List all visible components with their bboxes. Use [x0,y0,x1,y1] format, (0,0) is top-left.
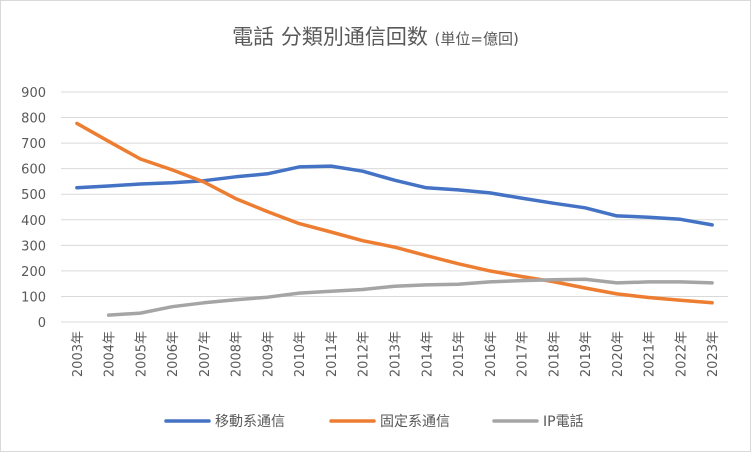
legend-label: 移動系通信 [215,414,285,430]
chart-title-main: 電話 分類別通信回数 [232,25,428,49]
x-tick-label: 2017年 [516,331,531,377]
x-tick-label: 2011年 [325,331,340,377]
x-tick-label: 2005年 [134,331,149,377]
y-tick-label: 100 [21,290,46,305]
x-tick-label: 2003年 [71,331,86,377]
y-tick-label: 300 [21,239,46,254]
series-line-2 [75,121,714,305]
x-tick-label: 2018年 [547,331,562,377]
x-tick-label: 2009年 [261,331,276,377]
x-tick-label: 2012年 [357,331,372,377]
series-line-3 [106,277,714,317]
x-tick-label: 2019年 [579,331,594,377]
x-tick-label: 2023年 [706,331,721,377]
y-tick-label: 400 [21,214,46,229]
y-tick-label: 700 [21,137,46,152]
series-lines [75,121,714,317]
legend-label: IP電話 [543,413,584,430]
x-tick-label: 2004年 [103,331,118,377]
x-tick-label: 2014年 [420,331,435,377]
y-tick-label: 0 [38,316,46,331]
y-tick-label: 500 [21,188,46,203]
legend-label: 固定系通信 [380,414,450,430]
x-tick-label: 2013年 [389,331,404,377]
y-tick-label: 900 [21,86,46,101]
x-tick-label: 2010年 [293,331,308,377]
y-tick-label: 600 [21,163,46,178]
x-axis-ticks: 2003年 2004年 2005年 2006年 2007年 2008年 2009年 2010年… [71,331,721,377]
x-tick-label: 2016年 [484,331,499,377]
x-tick-label: 2020年 [611,331,626,377]
y-tick-label: 200 [21,265,46,280]
chart-title-unit: (単位=億回) [434,30,519,48]
x-tick-label: 2007年 [198,331,213,377]
gridlines [61,91,728,323]
y-axis-ticks: 0 100 200 300 400 500 600 700 800 900 [21,86,46,331]
x-tick-label: 2006年 [166,331,181,377]
x-tick-label: 2021年 [643,331,658,377]
legend: 移動系通信 固定系通信 IP電話 [164,413,584,430]
x-tick-label: 2015年 [452,331,467,377]
series-line-1 [75,164,714,227]
y-tick-label: 800 [21,112,46,127]
x-tick-label: 2022年 [674,331,689,377]
chart-title: 電話 分類別通信回数 (単位=億回) [1,21,750,51]
x-tick-label: 2008年 [230,331,245,377]
